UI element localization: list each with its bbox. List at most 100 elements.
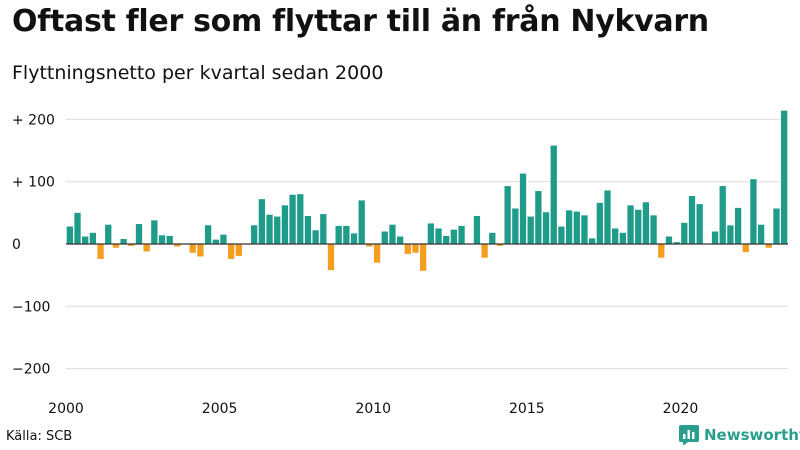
bar [381,231,388,244]
bar [304,215,312,245]
newsworthy-logo[interactable]: Newsworthy [679,425,800,445]
bar [227,244,235,259]
bar [327,244,335,271]
bar [174,244,181,247]
y-tick-label: + 100 [12,175,55,191]
bar [320,214,327,244]
bar [389,224,396,244]
chart-subtitle: Flyttningsnetto per kvartal sedan 2000 [12,62,384,84]
bar [235,244,242,256]
bar [573,211,580,244]
x-axis-ticks: 2000 2005 2010 2015 2020 [48,401,698,417]
y-tick-label: −100 [12,299,50,315]
y-axis-ticks: + 200 + 100 0 −100 −200 [12,112,55,377]
bar [527,216,534,244]
bar [404,244,411,254]
bar [220,234,227,245]
y-tick-label: + 200 [12,112,55,128]
bar [66,226,73,244]
y-tick-label: 0 [12,237,21,253]
bar [82,236,89,244]
bar [765,244,772,248]
x-tick-label: 2010 [355,401,391,417]
bar [711,231,719,244]
bar [112,244,120,248]
bar [166,235,173,244]
bar [289,194,296,244]
bar [781,110,788,245]
bar [588,238,596,244]
bar [627,205,634,244]
bar [542,212,550,244]
bar [773,208,780,244]
bar [581,215,588,244]
bar [596,202,603,244]
bar [74,212,81,244]
bar [281,205,289,244]
bar [197,244,204,257]
bar [504,186,511,244]
bar [358,200,365,244]
bar [673,242,680,244]
bar [757,224,765,244]
bar [189,244,196,253]
bar [158,235,166,244]
bar [750,179,757,244]
bar [312,230,319,244]
bar [512,208,519,244]
bar [105,224,112,244]
bar [97,244,104,259]
bar [458,225,465,244]
bar [681,222,688,244]
bar [650,215,657,244]
bar [350,233,358,244]
brand-name: Newsworthy [704,426,800,444]
x-tick-label: 2000 [48,401,84,417]
bar [719,186,726,244]
bar [612,228,619,244]
bar [635,209,642,245]
chart-title: Oftast fler som flyttar till än från Nyk… [12,4,709,39]
bar [420,244,427,271]
bar [274,216,281,244]
bar [443,235,450,244]
bar [658,244,665,258]
grid-lines [66,118,788,370]
bar [335,225,342,244]
bar [696,204,703,244]
bar [742,244,749,253]
bar [535,191,542,244]
bar [473,215,481,245]
bar [688,196,696,244]
x-tick-label: 2015 [509,401,545,417]
bar [489,232,496,244]
bar [642,202,650,244]
x-tick-label: 2020 [663,401,699,417]
bar [519,173,527,244]
bar [604,190,611,244]
bar [435,228,442,244]
bar [450,229,458,244]
bar [212,239,219,244]
bar [373,244,381,263]
bar [727,225,734,244]
bar-chart: + 200 + 100 0 −100 −200 2000 2005 2010 2015 2020 [12,110,788,417]
bar [258,199,266,244]
bar [343,225,350,244]
bar [135,224,143,244]
bar [120,239,127,244]
bars [66,110,788,271]
bar [412,244,419,253]
bar [481,244,488,258]
bar [251,225,258,244]
bar [496,244,504,246]
bar [550,145,557,244]
bar [89,232,97,244]
bar [297,194,304,244]
newsworthy-icon [679,425,699,445]
x-tick-label: 2005 [202,401,238,417]
bar [396,236,404,244]
bar [366,244,373,247]
source-note: Källa: SCB [6,429,73,444]
bar [734,207,742,244]
